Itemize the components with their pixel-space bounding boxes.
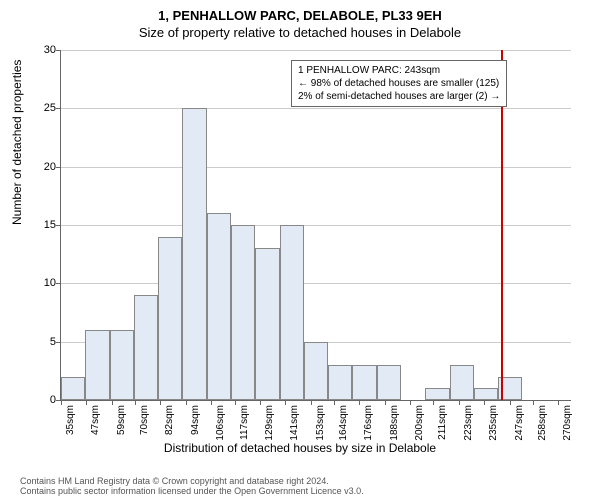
xtick-label: 59sqm	[116, 405, 127, 435]
xtick-mark	[533, 400, 534, 405]
footer-line-1: Contains HM Land Registry data © Crown c…	[20, 476, 600, 486]
ytick-label: 30	[26, 44, 56, 56]
xtick-label: 153sqm	[315, 405, 326, 441]
xtick-mark	[558, 400, 559, 405]
annotation-line: 2% of semi-detached houses are larger (2…	[298, 90, 500, 103]
histogram-bar	[474, 388, 498, 400]
page-subtitle: Size of property relative to detached ho…	[0, 23, 600, 40]
histogram-bar	[304, 342, 328, 400]
xtick-label: 211sqm	[437, 405, 448, 440]
gridline	[61, 108, 571, 109]
histogram-bar	[450, 365, 474, 400]
gridline	[61, 283, 571, 284]
xtick-mark	[385, 400, 386, 405]
histogram-bar	[425, 388, 449, 400]
xtick-mark	[61, 400, 62, 405]
xtick-label: 117sqm	[239, 405, 250, 440]
annotation-box: 1 PENHALLOW PARC: 243sqm← 98% of detache…	[291, 60, 507, 107]
histogram-bar	[85, 330, 109, 400]
histogram-bar	[182, 108, 206, 400]
histogram-bar	[61, 377, 85, 400]
ytick-label: 10	[26, 277, 56, 289]
histogram-bar	[280, 225, 304, 400]
xtick-label: 129sqm	[264, 405, 275, 441]
xtick-mark	[410, 400, 411, 405]
y-axis-label: Number of detached properties	[10, 60, 24, 225]
xtick-label: 70sqm	[139, 405, 150, 435]
footer-line-2: Contains public sector information licen…	[20, 486, 600, 496]
ytick-mark	[56, 50, 61, 51]
xtick-mark	[112, 400, 113, 405]
xtick-mark	[359, 400, 360, 405]
histogram-bar	[328, 365, 352, 400]
ytick-mark	[56, 342, 61, 343]
histogram-bar	[158, 237, 182, 400]
xtick-mark	[484, 400, 485, 405]
histogram-bar	[255, 248, 279, 400]
xtick-label: 164sqm	[338, 405, 349, 441]
ytick-label: 20	[26, 161, 56, 173]
plot-region: 05101520253035sqm47sqm59sqm70sqm82sqm94s…	[60, 50, 571, 401]
histogram-bar	[207, 213, 231, 400]
xtick-mark	[285, 400, 286, 405]
xtick-mark	[235, 400, 236, 405]
xtick-mark	[86, 400, 87, 405]
xtick-mark	[186, 400, 187, 405]
gridline	[61, 50, 571, 51]
ytick-mark	[56, 108, 61, 109]
xtick-label: 188sqm	[389, 405, 400, 441]
xtick-mark	[510, 400, 511, 405]
ytick-label: 15	[26, 219, 56, 231]
xtick-label: 82sqm	[164, 405, 175, 435]
xtick-label: 141sqm	[289, 405, 300, 441]
xtick-label: 35sqm	[65, 405, 76, 435]
footer-attribution: Contains HM Land Registry data © Crown c…	[0, 476, 600, 496]
gridline	[61, 225, 571, 226]
page-title: 1, PENHALLOW PARC, DELABOLE, PL33 9EH	[0, 0, 600, 23]
xtick-label: 47sqm	[90, 405, 101, 435]
xtick-label: 176sqm	[363, 405, 374, 441]
histogram-bar	[110, 330, 134, 400]
xtick-mark	[211, 400, 212, 405]
gridline	[61, 167, 571, 168]
xtick-label: 223sqm	[463, 405, 474, 441]
xtick-mark	[433, 400, 434, 405]
ytick-label: 0	[26, 394, 56, 406]
xtick-mark	[160, 400, 161, 405]
histogram-bar	[134, 295, 158, 400]
xtick-mark	[459, 400, 460, 405]
xtick-label: 94sqm	[190, 405, 201, 435]
ytick-mark	[56, 225, 61, 226]
histogram-bar	[377, 365, 401, 400]
histogram-chart: 05101520253035sqm47sqm59sqm70sqm82sqm94s…	[60, 50, 570, 400]
histogram-bar	[352, 365, 376, 400]
xtick-label: 235sqm	[488, 405, 499, 441]
ytick-mark	[56, 167, 61, 168]
xtick-mark	[135, 400, 136, 405]
annotation-line: ← 98% of detached houses are smaller (12…	[298, 77, 500, 90]
xtick-label: 106sqm	[215, 405, 226, 441]
xtick-label: 258sqm	[537, 405, 548, 441]
xtick-mark	[260, 400, 261, 405]
x-axis-label: Distribution of detached houses by size …	[0, 441, 600, 455]
xtick-mark	[334, 400, 335, 405]
ytick-label: 5	[26, 336, 56, 348]
histogram-bar	[231, 225, 255, 400]
annotation-line: 1 PENHALLOW PARC: 243sqm	[298, 64, 500, 77]
xtick-label: 200sqm	[414, 405, 425, 441]
xtick-label: 247sqm	[514, 405, 525, 441]
ytick-label: 25	[26, 102, 56, 114]
xtick-label: 270sqm	[562, 405, 573, 441]
xtick-mark	[311, 400, 312, 405]
ytick-mark	[56, 283, 61, 284]
